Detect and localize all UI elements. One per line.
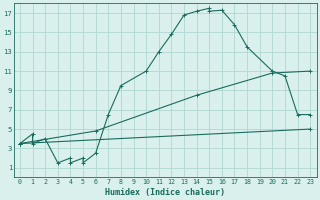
X-axis label: Humidex (Indice chaleur): Humidex (Indice chaleur) [105, 188, 225, 197]
